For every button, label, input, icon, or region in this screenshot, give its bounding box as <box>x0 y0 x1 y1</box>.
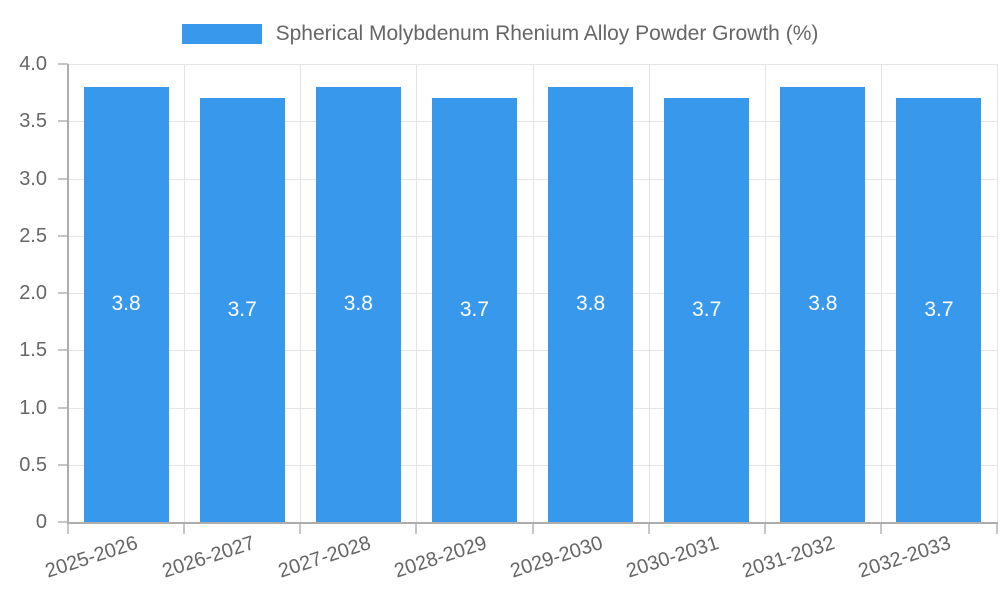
y-tick-mark <box>58 349 68 352</box>
bar-value-label: 3.8 <box>343 292 373 316</box>
x-axis-tick-label: 2028-2029 <box>391 532 490 583</box>
bar-value-label: 3.8 <box>575 292 606 316</box>
y-axis-tick-label: 1.5 <box>19 339 47 362</box>
y-axis-line <box>67 64 69 524</box>
y-tick-mark <box>58 63 68 65</box>
y-tick-mark <box>58 406 68 409</box>
x-tick-mark <box>531 523 534 534</box>
y-tick-mark <box>58 177 68 180</box>
v-gridline <box>997 64 998 522</box>
legend-swatch-icon <box>181 24 262 44</box>
y-tick-mark <box>58 234 68 237</box>
x-axis-tick-label: 2029-2030 <box>507 532 606 583</box>
x-axis-tick-label: 2032-2033 <box>855 532 954 583</box>
x-axis-tick-label: 2031-2032 <box>739 532 838 583</box>
x-axis-tick-label: 2030-2031 <box>623 532 722 583</box>
x-axis-tick-label: 2027-2028 <box>275 532 374 583</box>
x-tick-mark <box>415 523 418 534</box>
y-tick-mark <box>58 120 68 123</box>
bar[interactable] <box>780 86 866 522</box>
bar[interactable] <box>896 98 982 522</box>
bar[interactable] <box>199 98 285 522</box>
x-tick-mark <box>67 523 69 534</box>
v-gridline <box>764 64 766 522</box>
bar-value-label: 3.7 <box>227 298 257 322</box>
x-tick-mark <box>879 523 882 534</box>
y-axis-tick-label: 0.5 <box>19 453 47 476</box>
v-gridline <box>880 64 882 522</box>
bar-value-label: 3.7 <box>459 298 490 322</box>
bar-value-label: 3.8 <box>808 292 838 316</box>
x-tick-mark <box>763 523 766 534</box>
v-gridline <box>416 64 418 522</box>
bar-value-label: 3.7 <box>692 298 722 322</box>
legend-item[interactable]: Spherical Molybdenum Rhenium Alloy Powde… <box>0 22 1000 46</box>
x-axis-line <box>67 522 998 524</box>
v-gridline <box>184 64 186 522</box>
y-tick-mark <box>58 292 68 294</box>
y-axis-tick-label: 0 <box>35 511 47 533</box>
y-tick-mark <box>58 463 68 466</box>
bar-value-label: 3.8 <box>111 292 141 316</box>
y-axis-tick-label: 3.5 <box>19 110 47 133</box>
bar[interactable] <box>664 98 750 522</box>
y-tick-mark <box>58 521 68 523</box>
y-axis-tick-label: 3.0 <box>19 167 47 190</box>
y-axis-tick-label: 2.0 <box>19 282 47 304</box>
x-tick-mark <box>183 523 186 534</box>
v-gridline <box>532 64 534 522</box>
v-gridline <box>300 64 302 522</box>
x-tick-mark <box>647 523 650 534</box>
y-axis-tick-label: 2.5 <box>19 224 47 247</box>
bar[interactable] <box>548 86 634 522</box>
y-axis-tick-label: 1.0 <box>19 396 47 419</box>
x-tick-mark <box>299 523 302 534</box>
bar[interactable] <box>315 86 401 522</box>
x-axis-tick-label: 2025-2026 <box>43 532 141 583</box>
legend-label: Spherical Molybdenum Rhenium Alloy Powde… <box>275 22 819 45</box>
x-tick-mark <box>996 523 998 534</box>
x-axis-tick-label: 2026-2027 <box>159 532 257 583</box>
bar[interactable] <box>83 86 169 522</box>
bar[interactable] <box>431 98 517 522</box>
v-gridline <box>648 64 650 522</box>
y-axis-tick-label: 4.0 <box>19 53 47 75</box>
bar-value-label: 3.7 <box>924 298 954 322</box>
